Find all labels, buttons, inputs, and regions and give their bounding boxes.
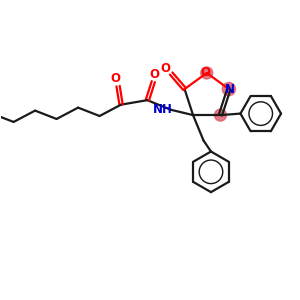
Text: O: O: [110, 72, 120, 85]
Text: O: O: [200, 66, 210, 79]
Circle shape: [214, 109, 226, 121]
Text: NH: NH: [153, 103, 173, 116]
Text: O: O: [149, 68, 159, 81]
Text: N: N: [225, 83, 235, 96]
Circle shape: [201, 67, 213, 79]
Text: O: O: [161, 61, 171, 75]
Circle shape: [222, 82, 236, 96]
